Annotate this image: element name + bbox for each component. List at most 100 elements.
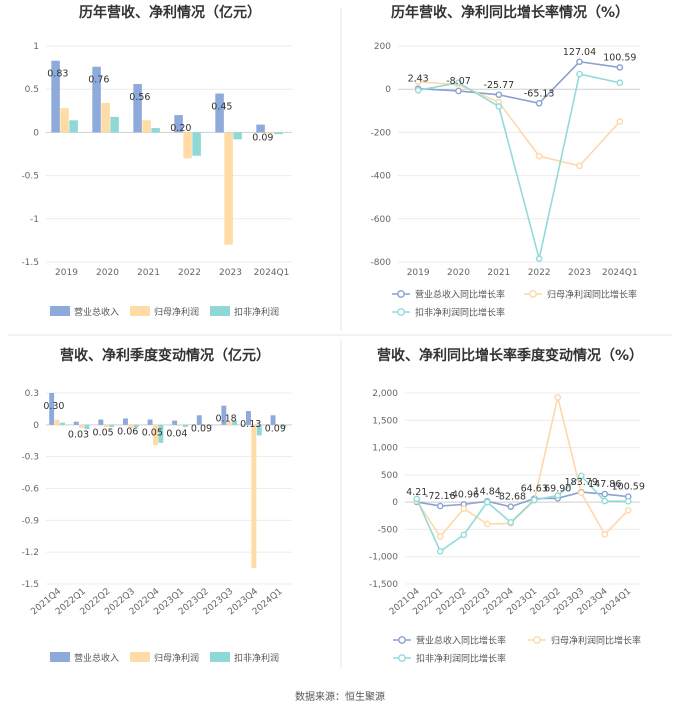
line-point xyxy=(554,394,562,401)
legend-label: 营业总收入同比增长率 xyxy=(416,635,506,647)
bar-revenue xyxy=(51,60,60,133)
line-point xyxy=(495,103,503,110)
bar-deducted-net-profit xyxy=(232,420,238,425)
data-label: 2.43 xyxy=(408,74,429,85)
line-point xyxy=(601,497,609,505)
x-tick-label: 2022 xyxy=(528,268,551,278)
chart-title-annual-growth: 历年营收、净利同比增长率情况（%） xyxy=(391,4,629,21)
legend-swatch-point xyxy=(533,636,541,644)
y-tick-label: 0 xyxy=(33,128,39,138)
legend-label: 归母净利润 xyxy=(154,306,199,318)
y-tick-label: -1,500 xyxy=(369,580,398,590)
line-point xyxy=(414,78,422,85)
legend-label: 归母净利润同比增长率 xyxy=(547,289,637,301)
x-tick-label: 2024Q1 xyxy=(254,268,290,278)
bar-revenue xyxy=(122,418,128,425)
bar-parent-net-profit xyxy=(153,424,158,445)
line-point xyxy=(483,498,491,506)
data-label: 0.05 xyxy=(142,428,163,439)
y-tick-label: 0 xyxy=(385,85,391,95)
y-tick-label: 2,000 xyxy=(372,389,398,399)
bar-parent-net-profit xyxy=(251,424,257,569)
data-label: 4.21 xyxy=(406,487,427,498)
line-point xyxy=(436,533,444,540)
y-tick-label: -400 xyxy=(371,172,392,182)
data-label: 64.63 xyxy=(521,484,548,495)
chart-title-quarterly: 营收、净利季度变动情况（亿元） xyxy=(60,347,270,364)
line-point xyxy=(616,64,624,71)
y-tick-label: 0 xyxy=(33,421,39,431)
line-point xyxy=(436,547,444,555)
bar-parent-net-profit xyxy=(103,424,109,427)
bar-revenue xyxy=(174,115,183,133)
line-point xyxy=(624,498,632,505)
line-point xyxy=(601,490,609,498)
line-point xyxy=(616,118,624,125)
series-line-1 xyxy=(418,60,620,105)
x-tick-label: 2023 xyxy=(219,268,242,278)
line-point xyxy=(535,99,543,107)
legend-swatch-point xyxy=(397,308,405,316)
line-point xyxy=(455,79,462,87)
bar-parent-net-profit xyxy=(54,419,60,425)
line-point xyxy=(616,79,624,87)
data-label: 0.20 xyxy=(170,123,191,134)
line-point xyxy=(576,70,583,78)
data-label: 100.59 xyxy=(603,52,636,63)
y-tick-label: -1.2 xyxy=(21,548,39,558)
bar-revenue xyxy=(215,93,224,133)
x-tick-label: 2023 xyxy=(568,268,591,278)
series-line-3 xyxy=(416,474,629,553)
line-point xyxy=(554,492,562,499)
data-label: -72.16 xyxy=(425,491,456,502)
bar-deducted-net-profit xyxy=(60,422,65,425)
x-tick-label: 2024Q1 xyxy=(602,268,638,278)
line-point xyxy=(576,58,583,66)
series-line-2 xyxy=(418,80,621,167)
legend-label: 营业总收入 xyxy=(74,306,119,318)
data-label: 0.30 xyxy=(43,401,64,412)
bar-deducted-net-profit xyxy=(109,424,115,427)
line-point xyxy=(577,489,585,497)
x-tick-label: 2019 xyxy=(407,268,430,278)
data-label: 127.04 xyxy=(563,47,596,58)
annual-revenue-profit-chart: 1 0.5 0 -0.5 -1 -1.5 2019 2020 2021 2022 2023 2024Q… xyxy=(21,42,292,318)
line-point xyxy=(576,162,583,170)
line-point xyxy=(507,503,515,510)
quarterly-revenue-profit-chart: 0.30-0.3-0.6-0.9-1.2-1.52021Q42022Q12022… xyxy=(21,389,292,664)
legend-swatch xyxy=(50,306,70,316)
data-label: 147.86 xyxy=(588,479,621,490)
data-label: 0.45 xyxy=(211,102,232,113)
y-tick-label: -200 xyxy=(371,128,392,138)
bar-deducted-net-profit xyxy=(158,424,164,443)
bar-revenue xyxy=(196,415,202,425)
bar-parent-net-profit xyxy=(177,424,183,426)
bar-parent-net-profit xyxy=(265,132,274,134)
bar-revenue xyxy=(172,420,178,425)
data-label: 0.13 xyxy=(240,419,261,430)
y-tick-label: 1,000 xyxy=(372,444,398,454)
x-tick-label: 2022 xyxy=(178,268,201,278)
bar-revenue xyxy=(73,421,79,425)
bar-deducted-net-profit xyxy=(69,120,78,133)
bar-parent-net-profit xyxy=(79,424,85,429)
line-point xyxy=(535,255,543,263)
bar-revenue xyxy=(221,405,227,425)
y-tick-label: 0 xyxy=(392,498,398,508)
legend-swatch-point xyxy=(397,290,405,298)
line-point xyxy=(530,496,538,504)
data-label: 0.06 xyxy=(117,426,138,437)
bar-revenue xyxy=(245,411,251,425)
legend-swatch xyxy=(210,652,230,662)
data-label: 0.76 xyxy=(88,75,109,86)
legend-label: 营业总收入同比增长率 xyxy=(415,289,505,301)
y-tick-label: -0.3 xyxy=(21,453,39,463)
annual-growth-rate-chart: 200 0 -200 -400 -600 -800 2019 2020 2021 2022 2023… xyxy=(371,42,640,319)
data-label: 0.56 xyxy=(129,92,150,103)
legend-swatch xyxy=(50,652,70,662)
bar-deducted-net-profit xyxy=(192,132,201,156)
bar-deducted-net-profit xyxy=(256,424,262,436)
line-point xyxy=(601,531,609,538)
y-tick-label: -0.9 xyxy=(21,516,39,526)
